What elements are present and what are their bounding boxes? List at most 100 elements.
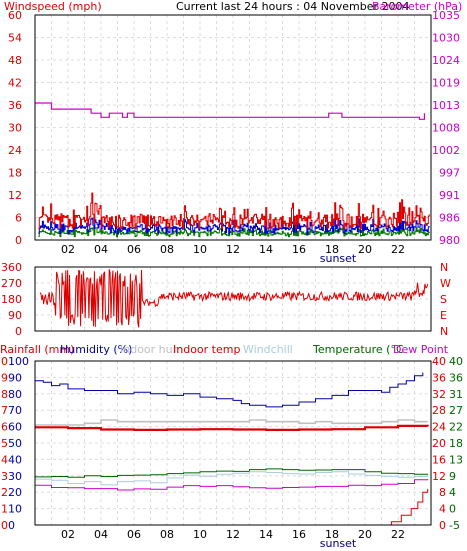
rainfall-series-line [35,488,429,526]
indoor-temp-tick-label: 12 [432,470,446,483]
windspeed-tick-label: 54 [8,32,22,45]
humidity-tick-label: 60 [8,421,22,434]
rainfall-tick-label: 0 [1,519,8,532]
barometer-tick-label: 1035 [432,9,460,22]
chart-title: Current last 24 hours : 04 November 2004 [176,0,409,13]
humidity-tick-label: 90 [8,371,22,384]
rainfall-tick-label: 5 [1,437,8,450]
rainfall-tick-label: 8 [1,388,8,401]
wind-panel-x-tick-label: 22 [391,243,405,256]
climate-panel-x-tick-label: 14 [259,528,273,541]
rainfall-tick-label: 2 [1,486,8,499]
climate-panel-x-tick-label: 22 [391,528,405,541]
climate-panel-x-tick-label: 10 [193,528,207,541]
temperature-tick-label: 0 [449,503,456,516]
climate-panel-x-tick-label: 18 [325,528,339,541]
wind-panel-x-tick-label: 20 [358,243,372,256]
direction-panel-frame [34,266,432,332]
wind-panel-x-tick-label: 10 [193,243,207,256]
indoor-temp-tick-label: 32 [432,388,446,401]
climate-panel-x-tick-label: 08 [160,528,174,541]
wind-panel-x-tick-label: 08 [160,243,174,256]
temperature-tick-label: 31 [449,388,463,401]
windspeed-tick-label: 42 [8,77,22,90]
windspeed-tick-label: 0 [15,234,22,247]
wind-panel-sunset-label: sunset [320,252,357,265]
windspeed-tick-label: 24 [8,144,22,157]
rainfall-axis-label: Rainfall (mm) [0,343,74,356]
direction-degree-tick-label: 0 [15,325,22,338]
direction-compass-tick-label: W [440,277,451,290]
wind-panel-x-tick-label: 16 [292,243,306,256]
indoor-temp-tick-label: 16 [432,453,446,466]
humidity-tick-label: 80 [8,388,22,401]
direction-degree-tick-label: 90 [8,309,22,322]
temperature-tick-label: -5 [449,519,460,532]
barometer-tick-label: 997 [439,167,460,180]
temperature-tick-label: 18 [449,437,463,450]
climate-panel-sunset-label: sunset [320,537,357,550]
windspeed-tick-label: 12 [8,189,22,202]
rainfall-tick-label: 1 [1,503,8,516]
indoor-temp-tick-label: 0 [439,519,446,532]
indoor-temp-tick-label: 36 [432,371,446,384]
humidity-axis-label: Humidity (%) [60,343,132,356]
temperature-tick-label: 27 [449,404,463,417]
indoor-hum-series-line [35,419,428,426]
direction-degree-tick-label: 270 [1,277,22,290]
direction-degree-tick-label: 180 [1,293,22,306]
windspeed-tick-label: 18 [8,167,22,180]
indoor-temp-series-line [35,424,429,431]
temperature-tick-label: 4 [449,486,456,499]
indoor-hum-axis-label: Indoor hum [120,343,183,356]
barometer-tick-label: 1008 [432,122,460,135]
barometer-tick-label: 980 [439,234,460,247]
humidity-tick-label: 20 [8,486,22,499]
climate-panel-x-tick-label: 06 [127,528,141,541]
rainfall-tick-label: 9 [1,371,8,384]
climate-panel-x-tick-label: 02 [61,528,75,541]
indoor-temp-tick-label: 24 [432,421,446,434]
windspeed-tick-label: 36 [8,99,22,112]
climate-panel-frame [34,360,432,526]
humidity-tick-label: 70 [8,404,22,417]
wind-panel-x-tick-label: 02 [61,243,75,256]
humidity-tick-label: 30 [8,470,22,483]
climate-panel-x-tick-label: 16 [292,528,306,541]
frame-layer [34,14,432,526]
wind-panel-frame [34,14,432,241]
wind-panel-x-tick-label: 18 [325,243,339,256]
humidity-series-line [35,372,424,408]
indoor-temp-tick-label: 28 [432,404,446,417]
temperature-tick-label: 9 [449,470,456,483]
barometer-tick-label: 1019 [432,77,460,90]
wind-average-series-line [38,217,430,235]
wind-panel-x-tick-label: 14 [259,243,273,256]
humidity-tick-label: 100 [8,355,29,368]
climate-panel-x-tick-label: 04 [94,528,108,541]
windchill-series-line [35,471,429,486]
humidity-tick-label: 50 [8,437,22,450]
barometer-tick-label: 1024 [432,54,460,67]
direction-compass-tick-label: S [440,293,447,306]
indoor-temp-axis-label: Indoor temp [173,343,240,356]
tick-label-layer: 6054484236302418126010351030102410191013… [0,9,463,550]
humidity-tick-label: 10 [8,503,22,516]
windspeed-tick-label: 6 [15,212,22,225]
temperature-series-line [35,468,429,478]
rainfall-tick-label: 6 [1,421,8,434]
windspeed-tick-label: 60 [8,9,22,22]
barometer-tick-label: 1030 [432,32,460,45]
temperature-tick-label: 40 [449,355,463,368]
direction-compass-tick-label: E [440,309,447,322]
barometer-tick-label: 1013 [432,99,460,112]
direction-compass-tick-label: N [440,261,448,274]
barometer-tick-label: 986 [439,212,460,225]
rainfall-tick-label: 7 [1,404,8,417]
dewpoint-axis-label: Dew Point [393,343,449,356]
windspeed-axis-label: Windspeed (mph) [4,0,102,13]
wind-panel-x-tick-label: 12 [226,243,240,256]
indoor-temp-tick-label: 4 [439,503,446,516]
direction-compass-tick-label: N [440,325,448,338]
